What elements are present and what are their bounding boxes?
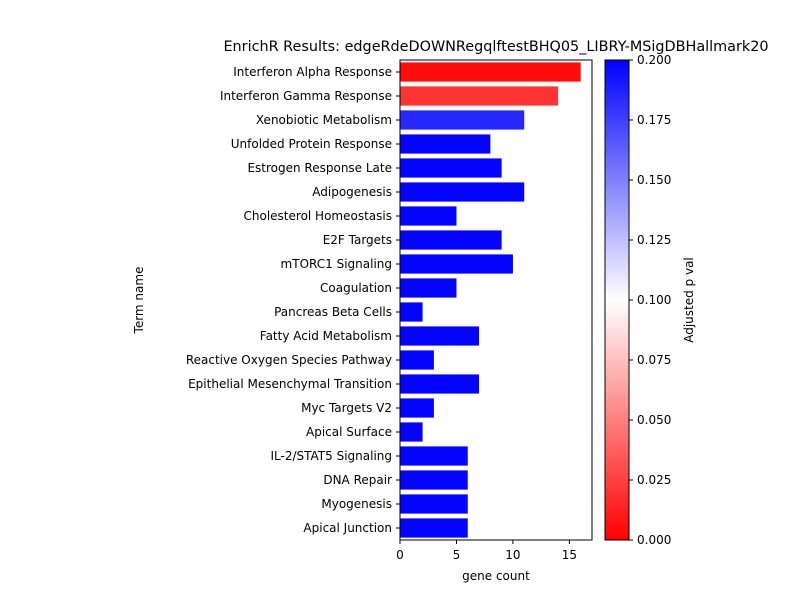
colorbar-tick-label: 0.150 bbox=[637, 173, 671, 187]
y-tick-label: Unfolded Protein Response bbox=[231, 137, 392, 151]
bar bbox=[400, 446, 468, 466]
bar bbox=[400, 86, 559, 106]
y-tick-label: Fatty Acid Metabolism bbox=[260, 329, 392, 343]
bar bbox=[400, 182, 525, 202]
bar bbox=[400, 398, 434, 418]
y-tick-label: Cholesterol Homeostasis bbox=[244, 209, 392, 223]
bar bbox=[400, 134, 491, 154]
x-tick-label: 10 bbox=[505, 548, 520, 562]
bar bbox=[400, 422, 423, 442]
y-tick-label: Interferon Gamma Response bbox=[220, 89, 392, 103]
colorbar-tick-label: 0.125 bbox=[637, 233, 671, 247]
bar bbox=[400, 326, 480, 346]
y-tick-label: Epithelial Mesenchymal Transition bbox=[188, 377, 392, 391]
bar bbox=[400, 278, 457, 298]
x-tick-label: 5 bbox=[453, 548, 461, 562]
y-tick-label: E2F Targets bbox=[323, 233, 392, 247]
bar bbox=[400, 110, 525, 130]
bar bbox=[400, 374, 480, 394]
bar bbox=[400, 518, 468, 538]
colorbar-tick-label: 0.175 bbox=[637, 113, 671, 127]
y-tick-label: Interferon Alpha Response bbox=[233, 65, 392, 79]
bar bbox=[400, 350, 434, 370]
bar bbox=[400, 230, 502, 250]
colorbar-tick-label: 0.050 bbox=[637, 413, 671, 427]
colorbar-tick-label: 0.025 bbox=[637, 473, 671, 487]
colorbar-tick-label: 0.100 bbox=[637, 293, 671, 307]
bar bbox=[400, 158, 502, 178]
y-tick-label: Apical Junction bbox=[303, 521, 392, 535]
x-axis-label: gene count bbox=[462, 569, 530, 583]
colorbar-tick-label: 0.075 bbox=[637, 353, 671, 367]
y-tick-label: Coagulation bbox=[320, 281, 392, 295]
y-axis-label: Term name bbox=[132, 267, 146, 335]
y-tick-label: Myogenesis bbox=[321, 497, 392, 511]
bar bbox=[400, 470, 468, 490]
y-tick-label: DNA Repair bbox=[323, 473, 392, 487]
colorbar-label: Adjusted p val bbox=[682, 257, 696, 343]
y-tick-labels: Interferon Alpha Response Interferon Gamm… bbox=[186, 65, 400, 535]
y-tick-label: Xenobiotic Metabolism bbox=[256, 113, 392, 127]
y-tick-label: Myc Targets V2 bbox=[301, 401, 392, 415]
bar bbox=[400, 494, 468, 514]
chart-title: EnrichR Results: edgeRdeDOWNRegqlftestBH… bbox=[223, 39, 768, 55]
y-tick-label: Reactive Oxygen Species Pathway bbox=[186, 353, 392, 367]
y-tick-label: Adipogenesis bbox=[312, 185, 392, 199]
plot-frame bbox=[399, 59, 593, 541]
bar bbox=[400, 302, 423, 322]
bar bbox=[400, 254, 513, 274]
x-tick-label: 0 bbox=[396, 548, 404, 562]
y-tick-label: mTORC1 Signaling bbox=[281, 257, 392, 271]
y-tick-label: Apical Surface bbox=[306, 425, 392, 439]
colorbar-tick-label: 0.000 bbox=[637, 533, 671, 547]
x-ticks: 0 5 10 15 bbox=[396, 540, 577, 562]
bars-group bbox=[400, 62, 581, 538]
x-tick-label: 15 bbox=[562, 548, 577, 562]
y-tick-label: Pancreas Beta Cells bbox=[274, 305, 392, 319]
bar bbox=[400, 206, 457, 226]
colorbar-tick-label: 0.200 bbox=[637, 53, 671, 67]
bar bbox=[400, 62, 581, 82]
colorbar-ticks: 0.000 0.025 0.050 0.075 0.100 0.125 0.150 0.175… bbox=[629, 53, 671, 547]
y-tick-label: Estrogen Response Late bbox=[247, 161, 392, 175]
colorbar bbox=[604, 59, 630, 541]
y-tick-label: IL-2/STAT5 Signaling bbox=[270, 449, 392, 463]
